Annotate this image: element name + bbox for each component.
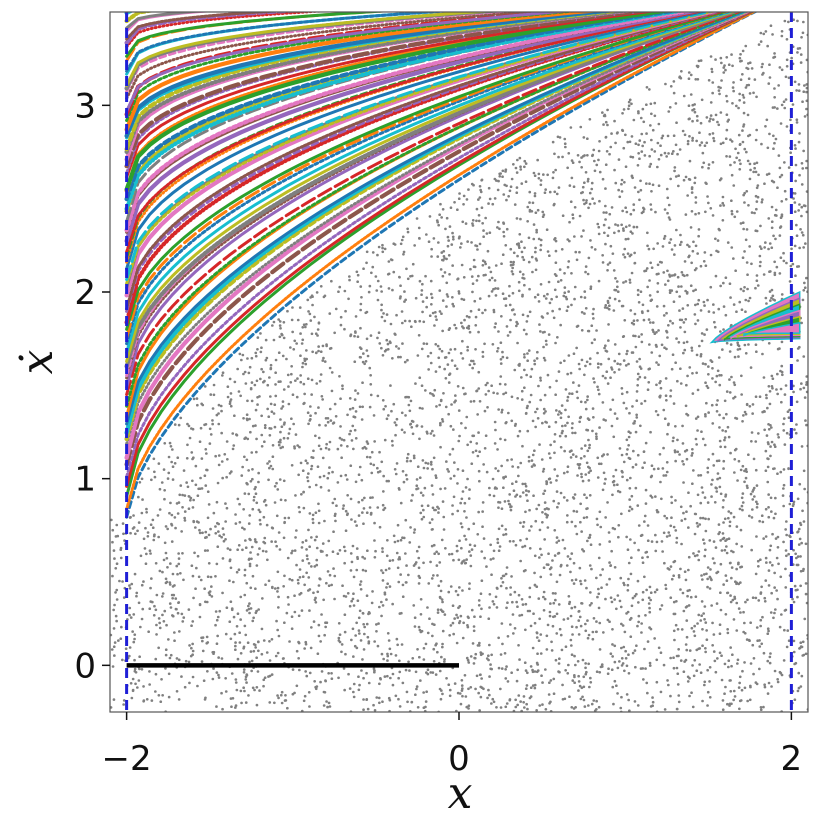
invariant-curve xyxy=(125,12,284,41)
invariant-curve xyxy=(125,12,571,113)
invariant-curve xyxy=(124,12,680,202)
invariant-curve xyxy=(124,12,616,138)
invariant-curve xyxy=(125,12,757,511)
invariant-curve xyxy=(124,12,650,169)
axis-layer: −2 0 2 0 1 2 3 xyxy=(74,86,802,779)
invariant-curve xyxy=(124,12,694,233)
invariant-curve xyxy=(125,12,704,254)
invariant-curve xyxy=(124,12,672,192)
invariant-curve xyxy=(125,12,541,100)
invariant-curve xyxy=(125,12,753,479)
x-tick-label: −2 xyxy=(102,739,152,779)
y-tick-label: 3 xyxy=(74,86,96,126)
y-tick-label: 2 xyxy=(74,273,96,313)
invariant-curve xyxy=(125,12,747,426)
invariant-curve xyxy=(124,12,634,154)
invariant-curve xyxy=(125,12,452,73)
y-tick-label: 0 xyxy=(74,646,96,686)
invariant-curve xyxy=(125,12,743,397)
data-layer xyxy=(110,12,808,712)
y-tick-label: 1 xyxy=(74,460,96,500)
x-axis-label: x xyxy=(448,768,473,819)
invariant-curve xyxy=(125,12,392,58)
invariant-curve xyxy=(125,12,330,49)
invariant-curve xyxy=(125,12,709,271)
invariant-curve xyxy=(124,12,701,244)
x-tick-label: 2 xyxy=(781,739,803,779)
overlay-layer xyxy=(125,12,793,712)
invariant-curve xyxy=(125,12,735,354)
island-torus xyxy=(743,321,801,337)
invariant-curve xyxy=(125,12,656,179)
y-axis-label: ẋ xyxy=(12,349,63,374)
invariant-curve xyxy=(124,12,600,132)
x-tick-label: 0 xyxy=(448,739,470,779)
invariant-curve xyxy=(124,12,686,211)
invariant-curve xyxy=(125,12,731,340)
